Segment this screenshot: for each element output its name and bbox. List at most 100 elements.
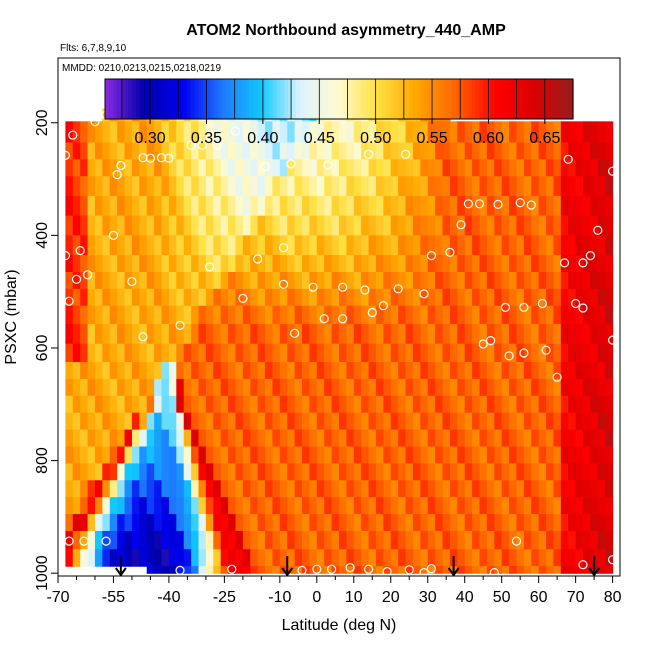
heatmap-cell bbox=[420, 549, 429, 567]
heatmap-cell bbox=[94, 378, 103, 397]
heatmap-cell bbox=[523, 362, 532, 380]
heatmap-cell bbox=[531, 463, 540, 481]
heatmap-cell bbox=[405, 429, 414, 448]
heatmap-cell bbox=[420, 159, 429, 177]
heatmap-cell bbox=[583, 549, 592, 567]
heatmap-cell bbox=[590, 429, 599, 448]
heatmap-cell bbox=[375, 514, 384, 532]
heatmap-cell bbox=[457, 497, 466, 515]
heatmap-cell bbox=[316, 429, 325, 448]
heatmap-cell bbox=[464, 362, 473, 380]
heatmap-cell bbox=[168, 497, 177, 515]
heatmap-cell bbox=[183, 480, 192, 498]
heatmap-cell bbox=[257, 121, 266, 144]
heatmap-cell bbox=[265, 255, 274, 273]
heatmap-cell bbox=[213, 566, 222, 574]
heatmap-cell bbox=[383, 497, 392, 515]
heatmap-cell bbox=[279, 514, 288, 532]
heatmap-cell bbox=[494, 362, 503, 380]
heatmap-cell bbox=[523, 429, 532, 448]
heatmap-cell bbox=[94, 395, 103, 414]
heatmap-cell bbox=[154, 463, 163, 481]
heatmap-cell bbox=[324, 235, 333, 256]
heatmap-cell bbox=[339, 271, 347, 290]
heatmap-cell bbox=[176, 235, 185, 256]
heatmap-cell bbox=[265, 549, 274, 567]
heatmap-cell bbox=[80, 271, 89, 290]
heatmap-cell bbox=[131, 497, 140, 515]
observation-point bbox=[64, 296, 74, 306]
heatmap-cell bbox=[568, 255, 577, 273]
observation-point bbox=[593, 225, 603, 235]
heatmap-cell bbox=[405, 446, 414, 464]
heatmap-cell bbox=[146, 446, 155, 464]
heatmap-cell bbox=[501, 497, 510, 515]
heatmap-cell bbox=[279, 497, 288, 515]
heatmap-cell bbox=[250, 480, 259, 498]
heatmap-cell bbox=[568, 549, 577, 567]
heatmap-cell bbox=[449, 412, 458, 431]
heatmap-cell bbox=[361, 305, 370, 325]
heatmap-cell bbox=[442, 549, 451, 567]
heatmap-cell bbox=[390, 159, 399, 177]
heatmap-cell bbox=[87, 412, 96, 431]
heatmap-cell bbox=[486, 215, 495, 236]
heatmap-cell bbox=[272, 159, 281, 177]
colorbar-tick-label: 0.40 bbox=[247, 130, 278, 147]
heatmap-cell bbox=[168, 514, 177, 532]
heatmap-cell bbox=[109, 463, 118, 481]
heatmap-cell bbox=[346, 446, 355, 464]
heatmap-cell bbox=[294, 176, 303, 197]
colorbar-segment bbox=[190, 79, 196, 119]
heatmap-cell bbox=[575, 549, 584, 567]
heatmap-cell bbox=[265, 412, 274, 431]
heatmap-cell bbox=[265, 395, 274, 414]
heatmap-cell bbox=[124, 176, 133, 197]
heatmap-cell bbox=[375, 566, 384, 574]
heatmap-cell bbox=[117, 514, 126, 532]
heatmap-cell bbox=[501, 514, 510, 532]
heatmap-cell bbox=[464, 305, 473, 325]
heatmap-cell bbox=[516, 463, 525, 481]
observation-point bbox=[260, 162, 270, 172]
heatmap-cell bbox=[198, 429, 207, 448]
colorbar-segment bbox=[428, 79, 434, 119]
heatmap-cell bbox=[272, 446, 281, 464]
heatmap-cell bbox=[568, 176, 577, 197]
heatmap-cell bbox=[501, 566, 510, 574]
heatmap-cell bbox=[183, 142, 192, 160]
heatmap-cell bbox=[272, 514, 281, 532]
heatmap-cell bbox=[531, 395, 540, 414]
heatmap-cell bbox=[375, 176, 384, 197]
heatmap-cell bbox=[464, 176, 473, 197]
heatmap-cell bbox=[479, 343, 488, 363]
heatmap-cell bbox=[117, 480, 126, 498]
heatmap-cell bbox=[368, 271, 377, 290]
heatmap-cell bbox=[605, 215, 614, 236]
heatmap-cell bbox=[220, 305, 229, 325]
observation-point bbox=[563, 154, 573, 164]
heatmap-cell bbox=[198, 271, 207, 290]
heatmap-cell bbox=[198, 142, 207, 160]
heatmap-cell bbox=[279, 530, 288, 550]
heatmap-cell bbox=[501, 549, 510, 567]
observation-point bbox=[393, 284, 403, 294]
heatmap-cell bbox=[479, 378, 488, 397]
heatmap-cell bbox=[87, 288, 96, 307]
heatmap-cell bbox=[168, 271, 177, 290]
heatmap-cell bbox=[590, 395, 599, 414]
heatmap-cell bbox=[279, 429, 288, 448]
heatmap-cell bbox=[494, 480, 503, 498]
heatmap-cell bbox=[361, 480, 370, 498]
heatmap-cell bbox=[183, 343, 192, 363]
heatmap-cell bbox=[205, 271, 214, 290]
heatmap-cell bbox=[279, 395, 288, 414]
heatmap-cell bbox=[131, 121, 140, 144]
heatmap-cell bbox=[316, 176, 325, 197]
heatmap-cell bbox=[109, 514, 118, 532]
heatmap-cell bbox=[102, 514, 111, 532]
heatmap-cell bbox=[235, 530, 244, 550]
heatmap-cell bbox=[523, 324, 532, 345]
heatmap-cell bbox=[568, 195, 577, 217]
heatmap-cell bbox=[87, 195, 96, 217]
